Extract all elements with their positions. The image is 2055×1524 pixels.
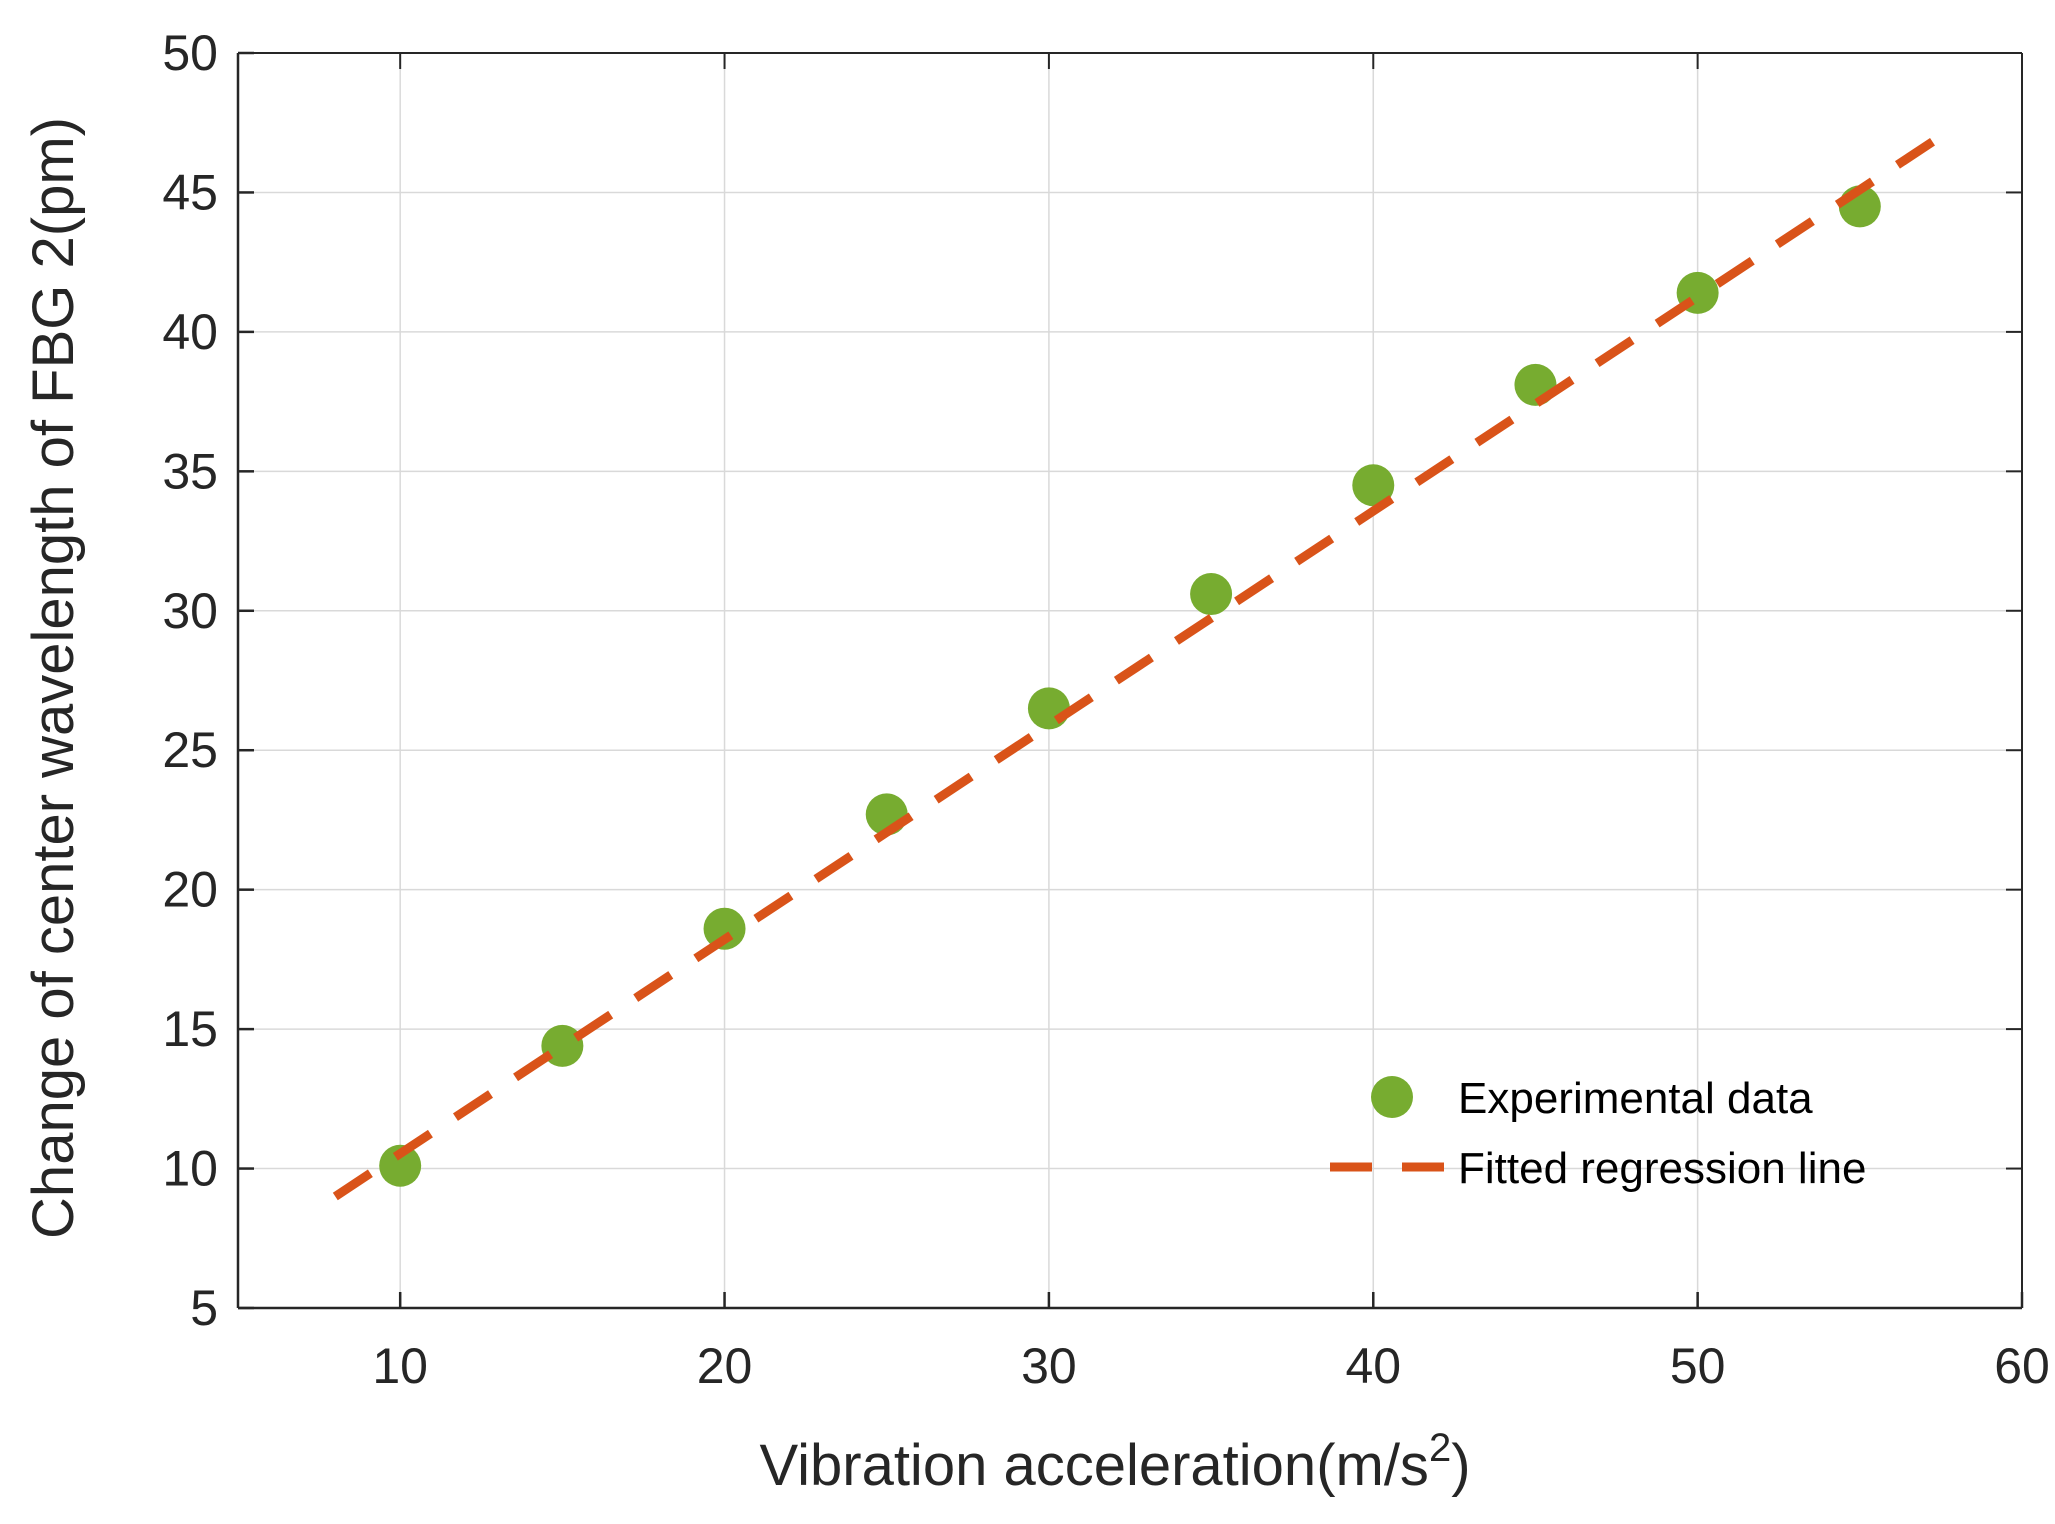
y-tick-label: 15 — [162, 1001, 218, 1057]
y-tick-label: 10 — [162, 1141, 218, 1197]
x-axis-label: Vibration acceleration(m/s2) — [759, 1426, 1470, 1498]
scatter-points — [379, 185, 1881, 1187]
x-tick-label: 60 — [1994, 1338, 2050, 1394]
x-tick-label: 50 — [1670, 1338, 1726, 1394]
data-point — [703, 907, 746, 950]
legend-marker-scatter — [1371, 1076, 1413, 1118]
data-point — [1352, 464, 1395, 507]
x-tick-label: 10 — [372, 1338, 428, 1394]
series-layer — [332, 121, 1960, 1201]
y-tick-label: 45 — [162, 164, 218, 220]
legend-label-scatter: Experimental data — [1458, 1074, 1813, 1123]
y-axis-label: Change of center wavelength of FBG 2(pm) — [21, 117, 86, 1239]
ticks-layer: 10 20 30 40 50 60 5 10 15 20 25 30 35 40 45 50 — [162, 25, 2049, 1394]
y-tick-label: 20 — [162, 862, 218, 918]
data-point — [379, 1144, 422, 1187]
legend-label-line: Fitted regression line — [1458, 1144, 1866, 1193]
y-tick-label: 50 — [162, 25, 218, 81]
y-tick-label: 25 — [162, 722, 218, 778]
y-tick-label: 30 — [162, 583, 218, 639]
regression-line — [332, 121, 1960, 1201]
x-tick-label: 30 — [1021, 1338, 1077, 1394]
data-point — [1190, 573, 1233, 616]
y-tick-label: 35 — [162, 443, 218, 499]
y-tick-label: 5 — [190, 1280, 218, 1336]
x-tick-label: 20 — [697, 1338, 753, 1394]
x-tick-label: 40 — [1345, 1338, 1401, 1394]
data-point — [1027, 687, 1070, 730]
legend: Experimental data Fitted regression line — [1330, 1074, 1866, 1193]
axes-layer — [236, 52, 2023, 1310]
y-tick-label: 40 — [162, 304, 218, 360]
